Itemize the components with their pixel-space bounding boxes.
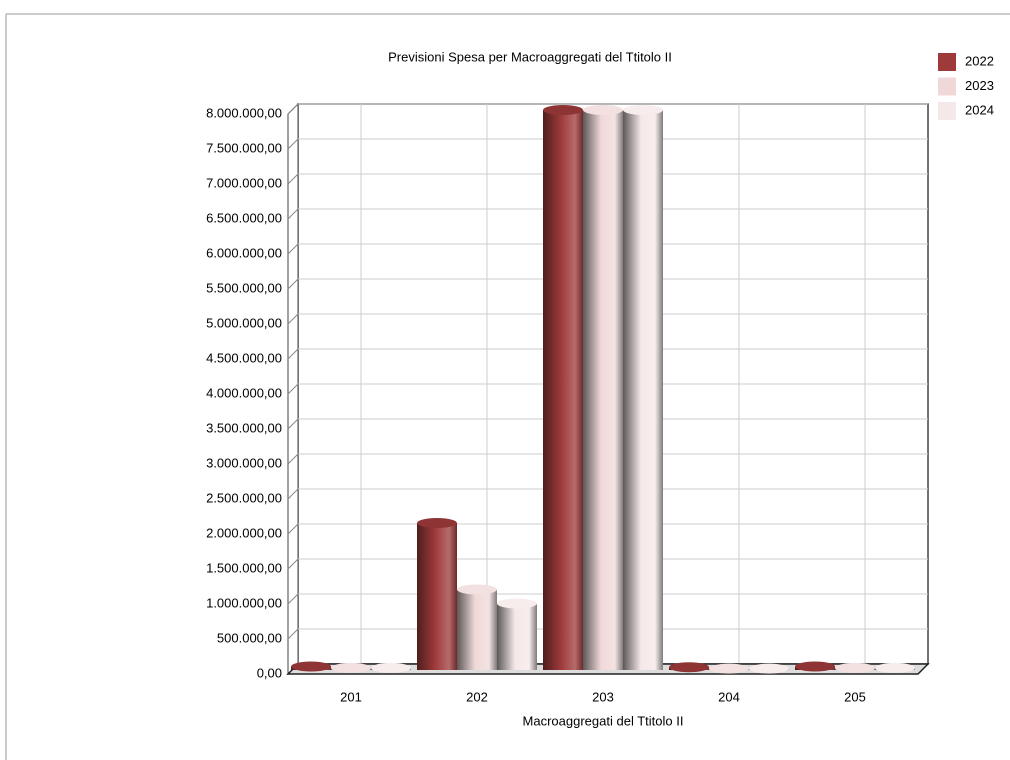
legend-swatch xyxy=(938,53,956,71)
y-tick-label: 8.000.000,00 xyxy=(206,105,282,120)
grid-line-side xyxy=(287,628,299,640)
bar-top xyxy=(331,662,371,673)
grid-line-side xyxy=(287,418,299,430)
x-tick-label: 202 xyxy=(466,689,488,704)
grid-line-side xyxy=(287,593,299,605)
legend-swatch xyxy=(938,77,956,96)
grid-line-side xyxy=(287,173,299,185)
bar-top xyxy=(583,105,623,115)
y-tick-label: 4.500.000,00 xyxy=(206,350,282,365)
bar-top xyxy=(795,661,835,672)
bar xyxy=(457,589,497,670)
y-tick-label: 500.000,00 xyxy=(217,630,282,645)
grid-line-side xyxy=(287,208,299,220)
bar-top xyxy=(417,518,457,528)
y-tick-label: 7.000.000,00 xyxy=(206,175,282,190)
bar xyxy=(583,110,623,670)
y-tick-label: 2.000.000,00 xyxy=(206,525,282,540)
y-tick-label: 0,00 xyxy=(257,665,282,680)
y-tick-label: 4.000.000,00 xyxy=(206,385,282,400)
bar-top xyxy=(875,662,915,673)
y-tick-label: 7.500.000,00 xyxy=(206,140,282,155)
y-tick-label: 6.000.000,00 xyxy=(206,245,282,260)
grid-line-side xyxy=(287,138,299,150)
grid-line-side xyxy=(287,558,299,570)
bar-top xyxy=(371,662,411,673)
grid-line-side xyxy=(287,313,299,325)
y-tick-label: 1.500.000,00 xyxy=(206,560,282,575)
grid-line-side xyxy=(287,453,299,465)
legend-label: 2022 xyxy=(965,53,994,68)
grid-line-side xyxy=(287,278,299,290)
legend-swatch xyxy=(938,102,956,120)
bar xyxy=(497,603,537,670)
y-tick-label: 2.500.000,00 xyxy=(206,490,282,505)
bar xyxy=(417,523,457,670)
x-tick-label: 203 xyxy=(592,689,614,704)
grid-line-side xyxy=(287,243,299,255)
grid-line-side xyxy=(287,103,299,115)
x-tick-label: 201 xyxy=(340,689,362,704)
bar-top xyxy=(623,105,663,115)
y-tick-label: 3.000.000,00 xyxy=(206,455,282,470)
y-tick-label: 6.500.000,00 xyxy=(206,210,282,225)
bar-top xyxy=(835,662,875,673)
bar xyxy=(543,110,583,670)
bar xyxy=(623,110,663,670)
legend-label: 2023 xyxy=(965,78,994,93)
grid-line-side xyxy=(287,523,299,535)
bar-top xyxy=(497,598,537,609)
y-tick-label: 5.500.000,00 xyxy=(206,280,282,295)
bar-top xyxy=(669,662,709,673)
grid-line-side xyxy=(287,383,299,395)
y-tick-label: 3.500.000,00 xyxy=(206,420,282,435)
bar-top xyxy=(709,663,749,674)
bar-top xyxy=(543,105,583,115)
x-tick-label: 204 xyxy=(718,689,740,704)
bar-top xyxy=(749,663,789,674)
bar-top xyxy=(291,661,331,672)
y-tick-label: 5.000.000,00 xyxy=(206,315,282,330)
x-tick-label: 205 xyxy=(844,689,866,704)
chart-title: Previsioni Spesa per Macroaggregati del … xyxy=(388,49,672,64)
legend-label: 2024 xyxy=(965,102,994,117)
grid-line-side xyxy=(287,348,299,360)
grid-line-side xyxy=(287,488,299,500)
y-tick-label: 1.000.000,00 xyxy=(206,595,282,610)
bar-top xyxy=(457,584,497,595)
x-axis-title: Macroaggregati del Ttitolo II xyxy=(523,713,684,728)
